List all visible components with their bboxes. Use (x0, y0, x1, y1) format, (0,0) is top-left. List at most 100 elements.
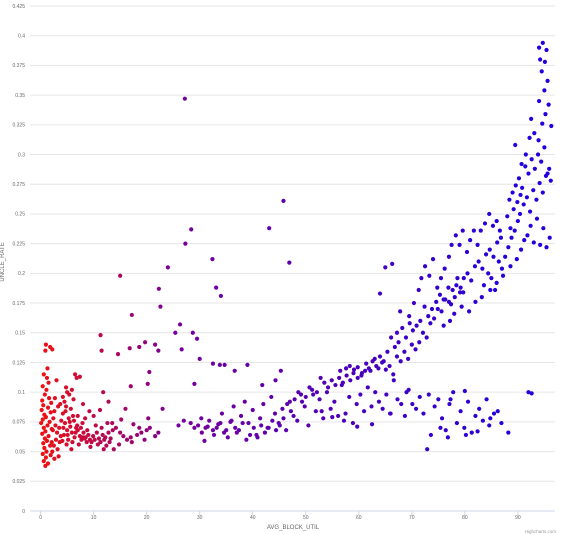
data-point[interactable] (129, 439, 134, 445)
data-point[interactable] (343, 411, 348, 416)
data-point[interactable] (244, 437, 249, 442)
data-point[interactable] (439, 309, 444, 314)
data-point[interactable] (354, 401, 359, 407)
data-point[interactable] (288, 409, 294, 414)
data-point[interactable] (413, 406, 419, 411)
data-point[interactable] (260, 382, 265, 388)
data-point[interactable] (539, 159, 544, 164)
data-point[interactable] (370, 359, 375, 364)
data-point[interactable] (218, 293, 224, 299)
data-point[interactable] (492, 287, 498, 293)
data-point[interactable] (106, 399, 111, 404)
data-point[interactable] (542, 88, 547, 93)
data-point[interactable] (218, 420, 223, 426)
data-point[interactable] (452, 311, 457, 316)
data-point[interactable] (511, 207, 516, 212)
data-point[interactable] (513, 142, 518, 148)
data-point[interactable] (369, 404, 374, 409)
data-point[interactable] (487, 423, 492, 428)
data-point[interactable] (80, 420, 85, 426)
data-point[interactable] (441, 323, 446, 328)
data-point[interactable] (394, 354, 400, 359)
data-point[interactable] (355, 365, 360, 370)
data-point[interactable] (409, 342, 414, 347)
data-point[interactable] (99, 348, 104, 353)
data-point[interactable] (40, 451, 45, 457)
data-point[interactable] (44, 449, 49, 454)
data-point[interactable] (281, 416, 286, 421)
data-point[interactable] (500, 273, 506, 278)
data-point[interactable] (442, 266, 447, 271)
data-point[interactable] (341, 418, 347, 423)
data-point[interactable] (458, 409, 463, 414)
data-point[interactable] (507, 197, 512, 202)
data-point[interactable] (291, 413, 296, 419)
data-point[interactable] (529, 116, 534, 121)
data-point[interactable] (45, 423, 50, 428)
data-point[interactable] (542, 59, 548, 64)
data-point[interactable] (411, 300, 417, 306)
data-point[interactable] (398, 309, 403, 314)
data-point[interactable] (528, 223, 533, 228)
data-point[interactable] (538, 57, 543, 62)
data-point[interactable] (110, 428, 115, 433)
data-point[interactable] (116, 442, 122, 447)
data-point[interactable] (52, 409, 57, 414)
data-point[interactable] (391, 378, 396, 383)
data-point[interactable] (104, 443, 109, 448)
data-point[interactable] (387, 363, 392, 369)
data-point[interactable] (448, 302, 454, 307)
data-point[interactable] (261, 401, 266, 407)
data-point[interactable] (129, 312, 134, 318)
data-point[interactable] (536, 98, 542, 104)
data-point[interactable] (428, 432, 434, 438)
data-point[interactable] (525, 233, 530, 238)
data-point[interactable] (321, 416, 326, 421)
data-point[interactable] (515, 218, 520, 224)
data-point[interactable] (44, 387, 49, 392)
data-point[interactable] (173, 330, 178, 335)
data-point[interactable] (52, 456, 57, 461)
data-point[interactable] (160, 406, 165, 411)
data-point[interactable] (494, 218, 499, 224)
data-point[interactable] (88, 444, 93, 449)
data-point[interactable] (240, 420, 245, 426)
data-point[interactable] (407, 314, 412, 319)
data-point[interactable] (343, 366, 349, 371)
data-point[interactable] (549, 123, 554, 129)
data-point[interactable] (68, 406, 73, 411)
data-point[interactable] (189, 227, 194, 232)
data-point[interactable] (462, 388, 467, 394)
data-point[interactable] (540, 121, 545, 126)
data-point[interactable] (217, 362, 222, 367)
data-point[interactable] (233, 425, 238, 430)
data-point[interactable] (292, 397, 297, 402)
data-point[interactable] (534, 197, 539, 202)
data-point[interactable] (158, 304, 163, 309)
data-point[interactable] (156, 430, 161, 435)
data-point[interactable] (478, 228, 483, 233)
data-point[interactable] (336, 413, 341, 419)
data-point[interactable] (509, 235, 514, 240)
data-point[interactable] (199, 416, 204, 421)
data-point[interactable] (505, 214, 510, 219)
data-point[interactable] (69, 447, 74, 452)
data-point[interactable] (285, 401, 290, 407)
data-point[interactable] (519, 161, 524, 167)
data-point[interactable] (466, 309, 472, 314)
data-point[interactable] (518, 192, 523, 198)
data-point[interactable] (273, 428, 279, 433)
data-point[interactable] (43, 415, 49, 420)
data-point[interactable] (40, 431, 45, 436)
data-point[interactable] (363, 368, 368, 373)
data-point[interactable] (365, 385, 370, 390)
data-point[interactable] (383, 265, 388, 270)
data-point[interactable] (231, 404, 236, 409)
data-point[interactable] (462, 425, 467, 430)
data-point[interactable] (394, 330, 400, 335)
data-point[interactable] (43, 429, 48, 434)
data-point[interactable] (512, 228, 517, 233)
data-point[interactable] (54, 430, 60, 435)
chart-credit[interactable]: Highcharts.com (525, 529, 557, 534)
data-point[interactable] (426, 314, 431, 319)
